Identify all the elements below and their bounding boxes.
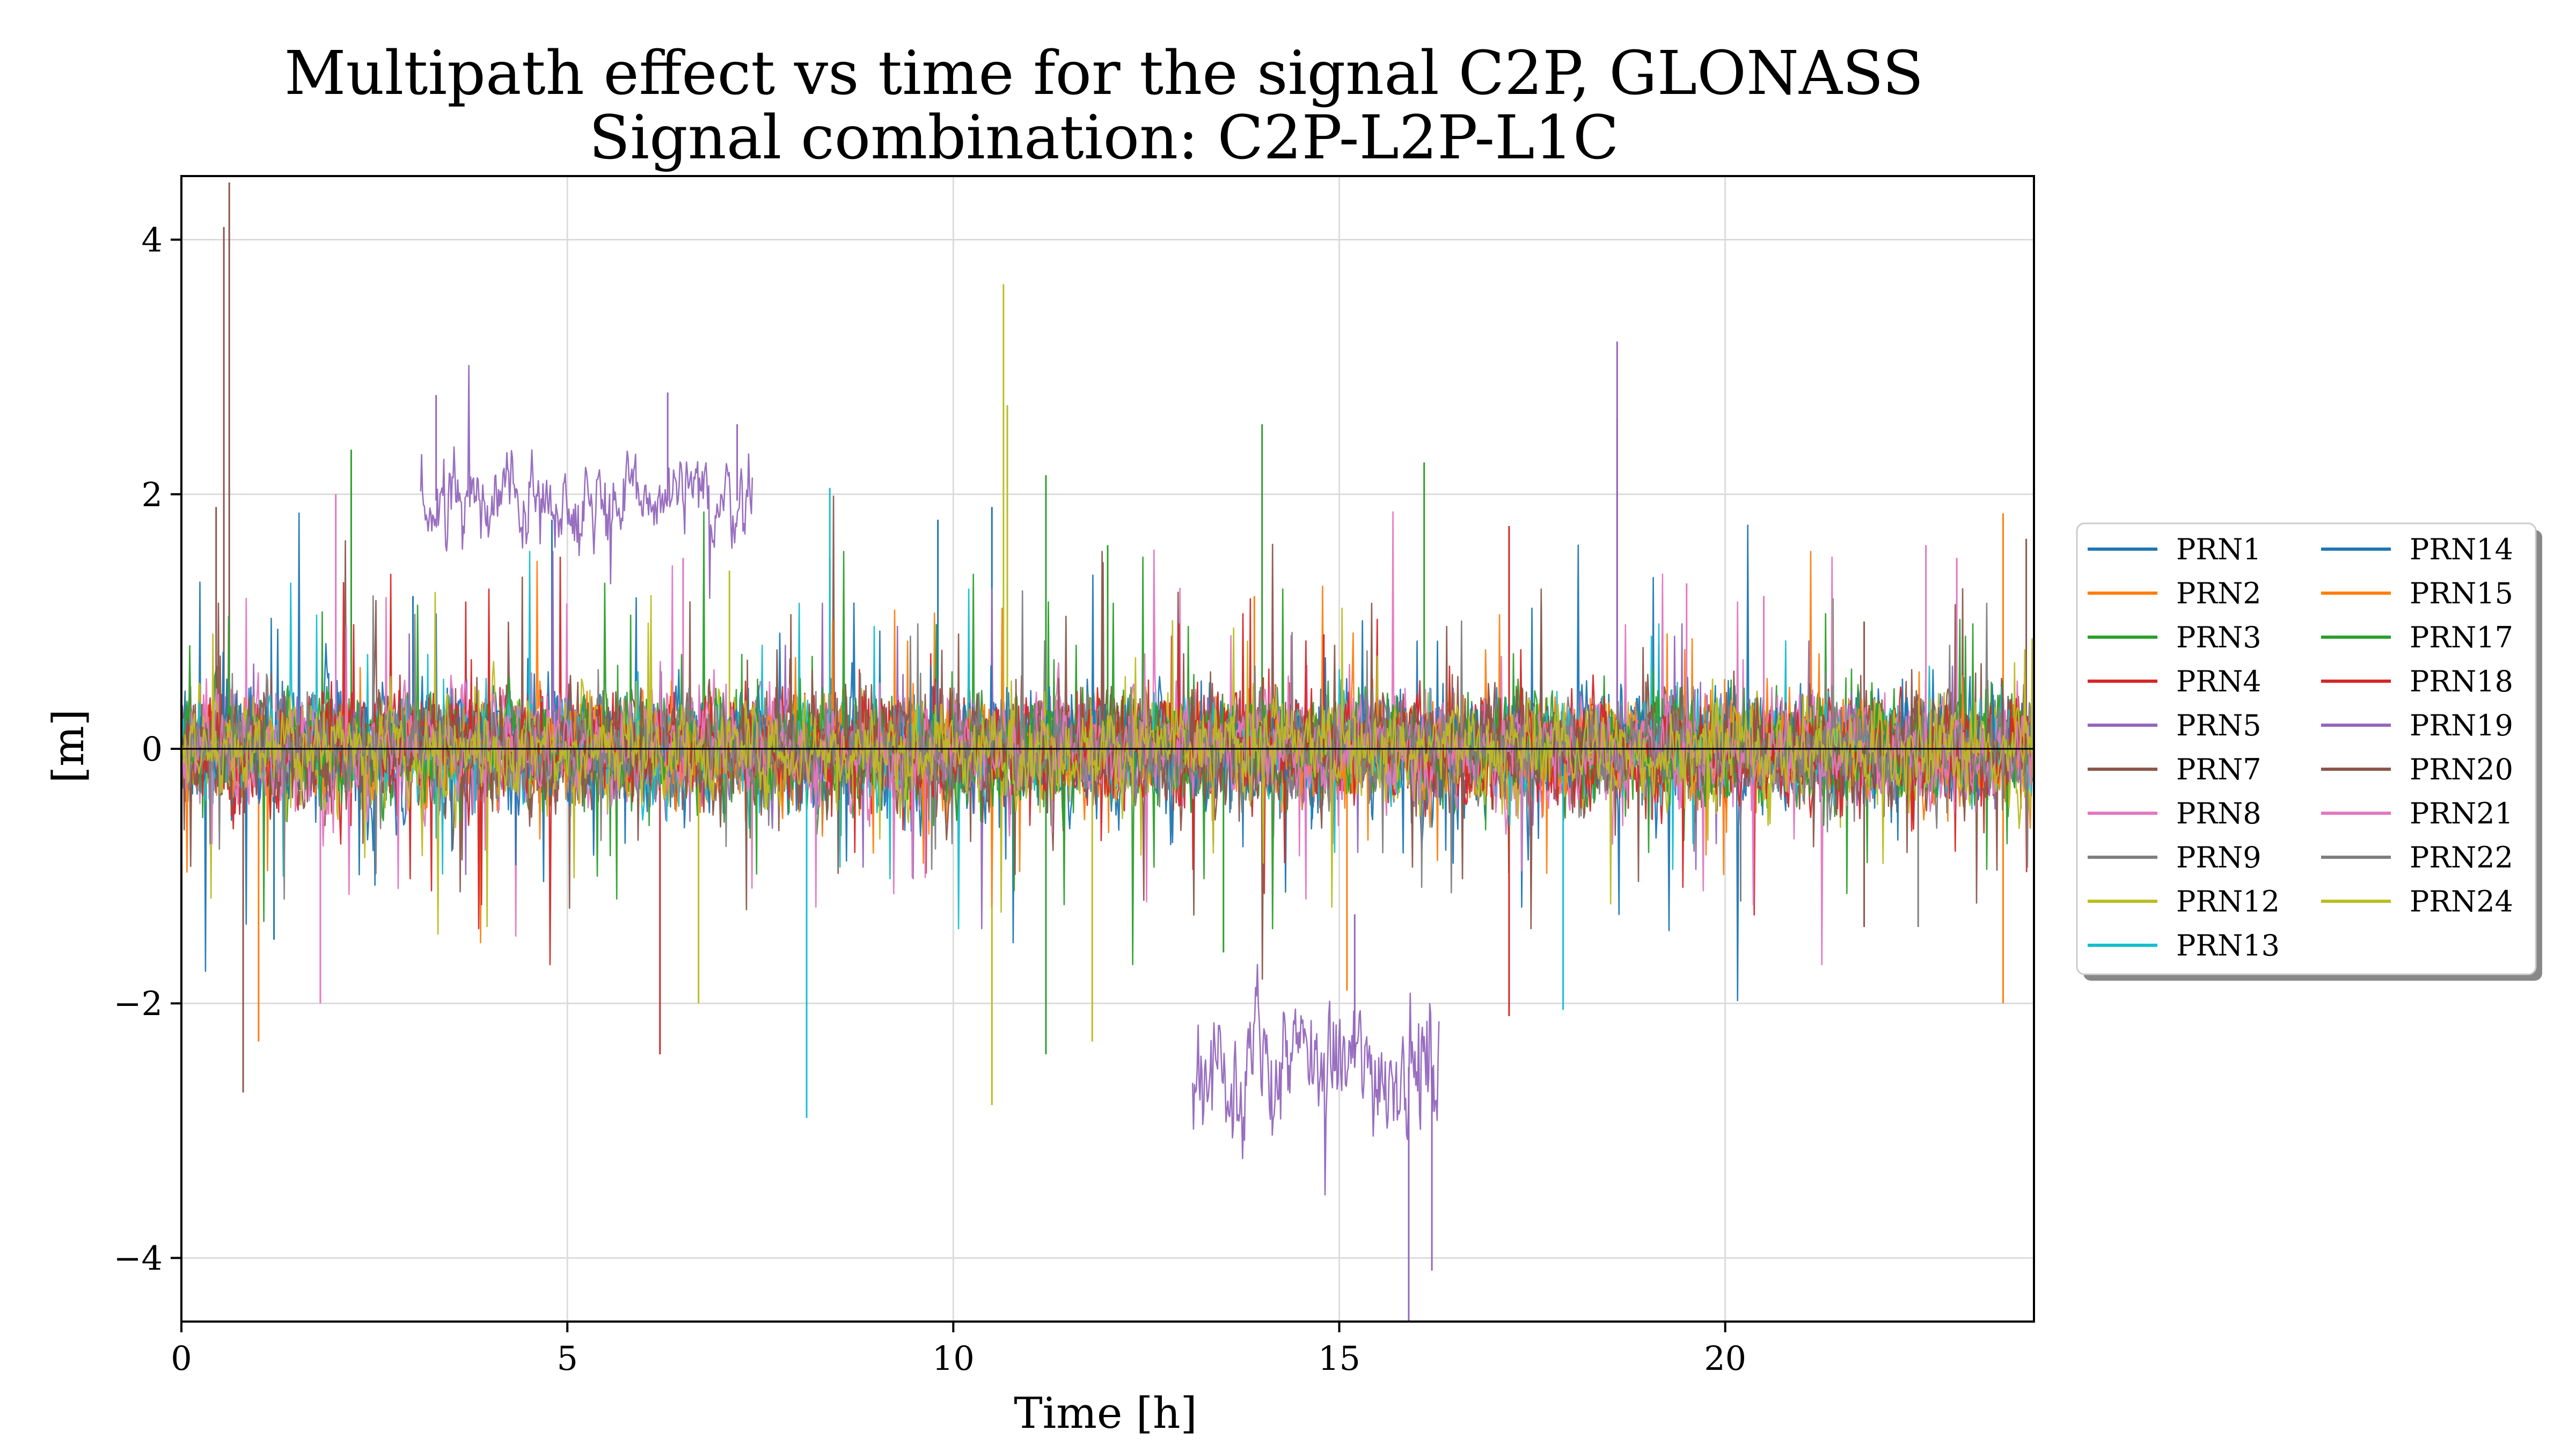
- legend-label-prn9: PRN9: [2176, 841, 2262, 874]
- chart-title: Multipath effect vs time for the signal …: [284, 39, 1924, 108]
- series-line-prn19: [420, 364, 753, 599]
- legend-label-prn7: PRN7: [2176, 753, 2262, 786]
- y-tick-label: 2: [142, 475, 163, 514]
- x-axis-label: Time [h]: [1014, 1388, 1197, 1438]
- legend-label-prn8: PRN8: [2176, 797, 2262, 830]
- legend-label-prn1: PRN1: [2176, 532, 2262, 566]
- legend-label-prn18: PRN18: [2410, 665, 2513, 698]
- legend-label-prn13: PRN13: [2176, 929, 2280, 962]
- legend-label-prn21: PRN21: [2410, 797, 2513, 830]
- x-tick-label: 15: [1318, 1339, 1360, 1378]
- legend-label-prn22: PRN22: [2410, 841, 2513, 874]
- x-tick-label: 20: [1704, 1339, 1746, 1378]
- y-tick-label: −4: [114, 1238, 163, 1278]
- legend-label-prn14: PRN14: [2410, 532, 2513, 566]
- legend-label-prn2: PRN2: [2176, 577, 2262, 610]
- legend-label-prn5: PRN5: [2176, 709, 2262, 742]
- legend-label-prn19: PRN19: [2410, 709, 2513, 742]
- legend-label-prn24: PRN24: [2410, 885, 2513, 918]
- x-tick-label: 0: [171, 1339, 192, 1378]
- y-axis-label: [m]: [43, 709, 93, 783]
- y-tick-label: 0: [142, 729, 163, 769]
- legend: PRN1 PRN2 PRN3 PRN4 PRN5 PRN7 PRN8 PRN9 PRN12 PRN…: [2076, 522, 2542, 981]
- series-layer: [181, 182, 2034, 1322]
- legend-label-prn17: PRN17: [2410, 621, 2513, 654]
- y-tick-label: −2: [114, 984, 163, 1023]
- legend-label-prn15: PRN15: [2410, 577, 2513, 610]
- x-tick-label: 10: [932, 1339, 975, 1378]
- series-line-prn24: [181, 595, 2034, 908]
- x-tick-label: 5: [557, 1339, 577, 1378]
- legend-box: [2076, 522, 2537, 975]
- chart-subtitle: Signal combination: C2P-L2P-L1C: [589, 103, 1619, 173]
- legend-label-prn12: PRN12: [2176, 885, 2280, 918]
- legend-label-prn3: PRN3: [2176, 621, 2262, 654]
- legend-label-prn4: PRN4: [2176, 665, 2262, 698]
- y-tick-label: 4: [142, 221, 163, 260]
- ticks: 0 5 10 15 20 −4 −2 0 2 4: [114, 221, 1747, 1378]
- legend-label-prn20: PRN20: [2410, 753, 2513, 786]
- series-line-prn19: [1191, 964, 1440, 1196]
